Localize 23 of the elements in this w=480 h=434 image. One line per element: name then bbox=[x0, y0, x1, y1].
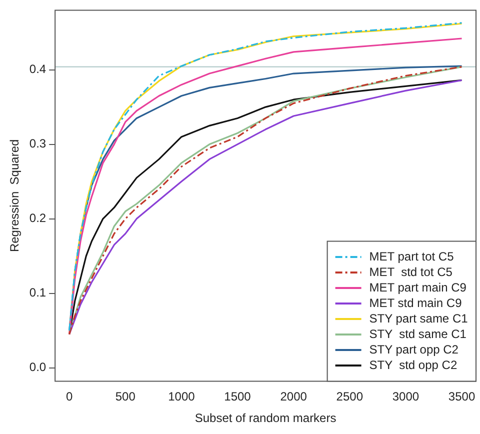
x-tick-label: 3000 bbox=[392, 390, 420, 404]
legend-label: MET std tot C5 bbox=[369, 264, 453, 279]
legend-label: STY std opp C2 bbox=[369, 358, 458, 372]
x-tick-label: 1500 bbox=[224, 390, 252, 404]
legend-label: STY part same C1 bbox=[369, 311, 468, 326]
y-tick-label: 0.4 bbox=[29, 62, 46, 76]
x-tick-label: 0 bbox=[66, 390, 73, 404]
x-tick-label: 3500 bbox=[448, 390, 476, 404]
legend-label: MET part main C9 bbox=[369, 280, 467, 294]
legend-label: MET part tot C5 bbox=[369, 249, 454, 264]
x-tick-label: 2000 bbox=[280, 390, 308, 404]
x-tick-label: 2500 bbox=[336, 390, 364, 404]
y-tick-label: 0.0 bbox=[29, 360, 46, 374]
y-tick-label: 0.1 bbox=[29, 286, 46, 300]
y-tick-label: 0.2 bbox=[29, 211, 46, 226]
legend-label: STY part opp C2 bbox=[369, 342, 459, 356]
y-tick-label: 0.3 bbox=[29, 136, 46, 151]
legend-label: STY std same C1 bbox=[369, 326, 467, 341]
legend-label: MET std main C9 bbox=[369, 296, 462, 310]
y-axis-title: Regression Squared bbox=[8, 139, 22, 252]
x-axis-title: Subset of random markers bbox=[194, 411, 336, 426]
x-tick-label: 1000 bbox=[168, 390, 196, 404]
x-tick-label: 500 bbox=[115, 390, 136, 404]
